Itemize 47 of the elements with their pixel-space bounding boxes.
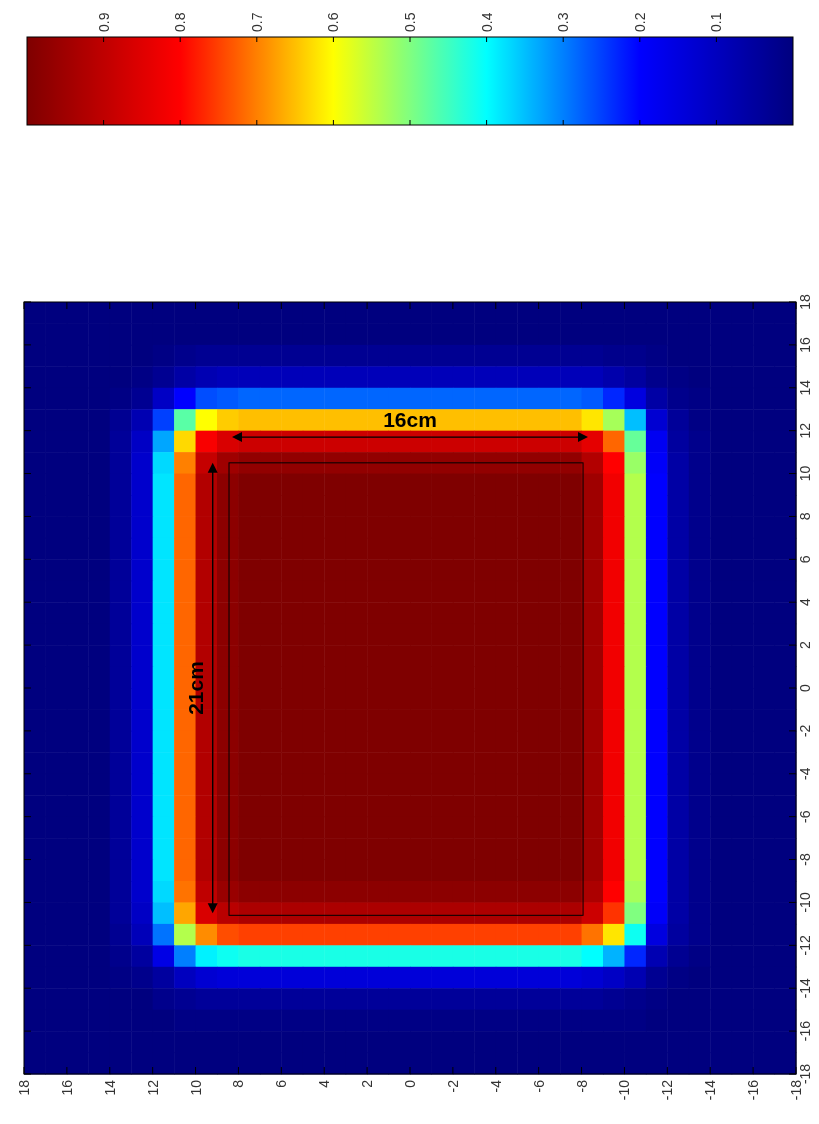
y-tick-label: 12: [797, 422, 814, 439]
x-tick-label: 16: [58, 1079, 75, 1096]
x-tick-label: -14: [702, 1079, 719, 1101]
x-tick-label: -10: [616, 1079, 633, 1101]
color-bar-label: 0.2: [631, 12, 648, 32]
y-tick-label: -14: [797, 977, 814, 999]
x-tick-label: -8: [573, 1079, 590, 1093]
y-tick-label: 18: [797, 294, 814, 310]
x-tick-label: -6: [530, 1079, 547, 1093]
x-tick-label: -12: [659, 1079, 676, 1101]
annotation: 16cm: [383, 408, 437, 432]
color-bar-label: 0.8: [172, 12, 189, 32]
x-tick-label: 4: [316, 1079, 333, 1088]
color-bar-label: 0.4: [478, 12, 495, 32]
annotation: 21cm: [183, 661, 207, 715]
y-tick-label: 6: [797, 555, 814, 564]
color-bar-label: 0.7: [248, 12, 265, 32]
y-tick-label: 4: [797, 598, 814, 607]
x-tick-label: 6: [273, 1079, 290, 1088]
x-tick-label: 2: [359, 1079, 376, 1088]
x-tick-label: 8: [230, 1079, 247, 1088]
x-tick-label: -16: [745, 1079, 762, 1101]
y-tick-label: -12: [797, 935, 814, 956]
y-tick-label: 0: [797, 683, 814, 692]
color-bar-label: 0.3: [555, 12, 572, 32]
x-tick-label: -2: [444, 1079, 461, 1093]
y-tick-label: 14: [797, 379, 814, 396]
y-tick-label: -16: [797, 1020, 814, 1042]
x-tick-label: 0: [402, 1079, 418, 1088]
color-bar-label: 0.5: [402, 12, 418, 32]
y-tick-label: -6: [797, 810, 814, 823]
y-tick-label: 8: [797, 512, 814, 521]
y-tick-label: -4: [797, 767, 814, 780]
y-tick-label: 10: [797, 465, 814, 482]
y-tick-label: -10: [797, 892, 814, 913]
y-tick-label: -8: [797, 853, 814, 866]
x-tick-label: 18: [16, 1079, 32, 1096]
x-tick-label: 10: [187, 1079, 204, 1096]
x-tick-label: 12: [144, 1079, 161, 1096]
y-tick-label: 16: [797, 336, 814, 353]
y-tick-label: 2: [797, 641, 814, 650]
x-tick-label: -4: [487, 1079, 504, 1093]
y-tick-label: -2: [797, 724, 814, 738]
color-bar-label: 0.6: [325, 12, 342, 32]
color-bar-label: 0.9: [95, 12, 112, 32]
color-bar-label: 0.1: [708, 12, 725, 32]
x-tick-label: 14: [101, 1079, 118, 1096]
